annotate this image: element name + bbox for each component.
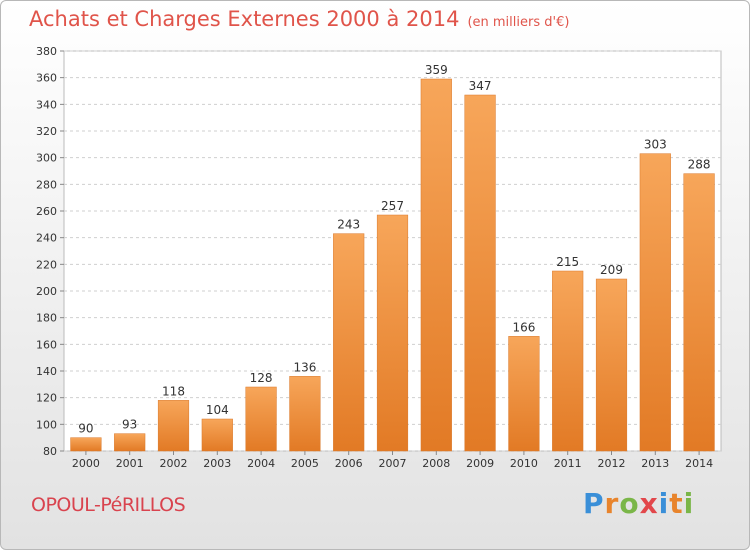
y-tick-label: 340 (36, 98, 57, 111)
x-tick-label: 2009 (466, 457, 494, 470)
x-tick-label: 2003 (203, 457, 231, 470)
bar-value-label: 90 (78, 422, 93, 436)
bar (289, 376, 321, 452)
bar-value-label: 359 (425, 63, 448, 77)
bar (157, 400, 190, 452)
logo-letter: P (583, 487, 605, 520)
bar-value-label: 118 (162, 384, 185, 398)
logo-letter: o (619, 487, 640, 520)
bar-value-label: 243 (337, 218, 360, 232)
x-tick-label: 2004 (247, 457, 275, 470)
bar-value-label: 209 (600, 263, 623, 277)
bar (595, 278, 628, 452)
x-tick-label: 2014 (685, 457, 713, 470)
y-tick-label: 360 (36, 72, 57, 85)
x-tick-label: 2007 (379, 457, 407, 470)
bar-value-label: 257 (381, 199, 404, 213)
x-tick-label: 2013 (641, 457, 669, 470)
y-tick-label: 320 (36, 125, 57, 138)
bar-value-label: 128 (250, 371, 273, 385)
proxiti-logo: Proxiti (583, 487, 694, 520)
x-tick-label: 2001 (116, 457, 144, 470)
y-tick-label: 220 (36, 258, 57, 271)
y-tick-label: 100 (36, 418, 57, 431)
bar (245, 386, 277, 452)
bar (639, 153, 671, 452)
y-tick-label: 380 (36, 45, 57, 58)
bar-value-label: 166 (512, 320, 535, 334)
x-tick-label: 2008 (422, 457, 450, 470)
logo-letter: x (639, 487, 659, 520)
bar-value-label: 136 (293, 360, 316, 374)
y-tick-label: 200 (36, 285, 57, 298)
logo-letter: r (604, 487, 620, 520)
x-tick-label: 2002 (160, 457, 188, 470)
y-tick-label: 140 (36, 365, 57, 378)
logo-letter: i (658, 487, 670, 520)
bar (70, 437, 102, 452)
y-tick-label: 120 (36, 392, 57, 405)
bar (333, 233, 365, 452)
bar-value-label: 303 (644, 138, 667, 152)
bar (508, 336, 540, 452)
x-tick-label: 2005 (291, 457, 319, 470)
bar-value-label: 288 (688, 158, 711, 172)
chart-unit: (en milliers d'€) (467, 15, 570, 30)
y-tick-label: 300 (36, 152, 57, 165)
bar-value-label: 104 (206, 403, 229, 417)
x-tick-label: 2006 (335, 457, 363, 470)
x-tick-label: 2000 (72, 457, 100, 470)
x-tick-label: 2010 (510, 457, 538, 470)
bar-value-label: 215 (556, 255, 579, 269)
bar (201, 418, 233, 452)
x-tick-label: 2011 (554, 457, 582, 470)
bar (683, 173, 715, 452)
bar (552, 270, 584, 452)
y-tick-label: 280 (36, 178, 57, 191)
bar (420, 78, 452, 452)
bar (376, 214, 409, 452)
y-tick-label: 260 (36, 205, 57, 218)
y-tick-label: 240 (36, 232, 57, 245)
x-tick-label: 2012 (598, 457, 626, 470)
y-tick-label: 160 (36, 338, 57, 351)
bar-value-label: 347 (469, 79, 492, 93)
logo-letter: i (683, 487, 695, 520)
logo-letter: t (669, 487, 684, 520)
bar (114, 433, 146, 452)
y-tick-label: 80 (43, 445, 57, 458)
y-tick-label: 180 (36, 312, 57, 325)
chart-title-text: Achats et Charges Externes 2000 à 2014 (29, 7, 460, 31)
chart-title: Achats et Charges Externes 2000 à 2014 (e… (29, 7, 569, 31)
bar (464, 94, 496, 452)
bar-value-label: 93 (122, 418, 137, 432)
commune-name: OPOUL-PéRILLOS (31, 494, 186, 516)
